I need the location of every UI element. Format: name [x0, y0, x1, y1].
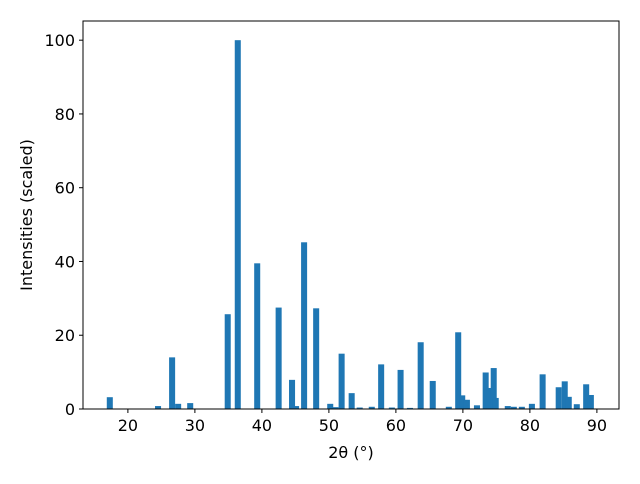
bar: [348, 393, 355, 409]
bar: [289, 379, 296, 409]
x-tick-label: 90: [587, 416, 607, 435]
y-tick-label: 0: [65, 400, 75, 419]
bar: [445, 406, 452, 409]
bar: [254, 263, 261, 409]
bar: [175, 403, 182, 409]
axes-frame: [82, 20, 620, 410]
bar: [486, 387, 493, 409]
x-tick-label: 70: [453, 416, 473, 435]
bar: [504, 406, 511, 409]
bar: [356, 407, 363, 409]
bar: [561, 381, 568, 409]
bar: [293, 406, 300, 409]
bar: [301, 242, 308, 409]
bar: [388, 407, 395, 409]
bar: [455, 332, 462, 409]
bar: [555, 387, 562, 409]
bar: [587, 394, 594, 409]
bar: [573, 404, 580, 409]
bar: [510, 406, 517, 409]
x-tick-label: 80: [520, 416, 540, 435]
bar: [106, 397, 113, 409]
bar: [482, 372, 489, 409]
x-tick-label: 50: [319, 416, 339, 435]
bar: [327, 403, 334, 409]
bar: [378, 364, 385, 409]
bar: [490, 368, 497, 409]
bar: [583, 384, 590, 409]
bar: [459, 395, 466, 409]
y-tick-label: 20: [55, 326, 75, 345]
plot-area: [83, 21, 619, 409]
bar: [224, 314, 231, 409]
y-tick-label: 60: [55, 179, 75, 198]
bar: [429, 380, 436, 409]
bar: [528, 403, 535, 409]
bar: [313, 308, 320, 409]
bar: [187, 403, 194, 409]
x-tick-label: 60: [386, 416, 406, 435]
bar: [397, 369, 404, 409]
bar: [406, 407, 413, 409]
bar: [463, 399, 470, 409]
x-tick-label: 20: [118, 416, 138, 435]
bar: [155, 406, 162, 409]
bar: [492, 397, 499, 409]
bar: [518, 406, 525, 409]
bar: [539, 374, 546, 409]
x-axis-label: 2θ (°): [328, 443, 374, 462]
y-tick-label: 40: [55, 252, 75, 271]
y-axis-label: Intensities (scaled): [17, 139, 36, 291]
bar: [275, 307, 282, 409]
bar: [332, 407, 339, 409]
y-tick-label: 100: [44, 31, 75, 50]
bar: [473, 405, 480, 409]
bar: [338, 353, 345, 409]
bar: [417, 342, 424, 409]
x-tick-label: 40: [252, 416, 272, 435]
x-tick-label: 30: [185, 416, 205, 435]
bar: [169, 357, 176, 409]
y-tick-label: 80: [55, 105, 75, 124]
bar: [565, 396, 572, 409]
bar: [234, 40, 241, 409]
bar: [368, 406, 375, 409]
